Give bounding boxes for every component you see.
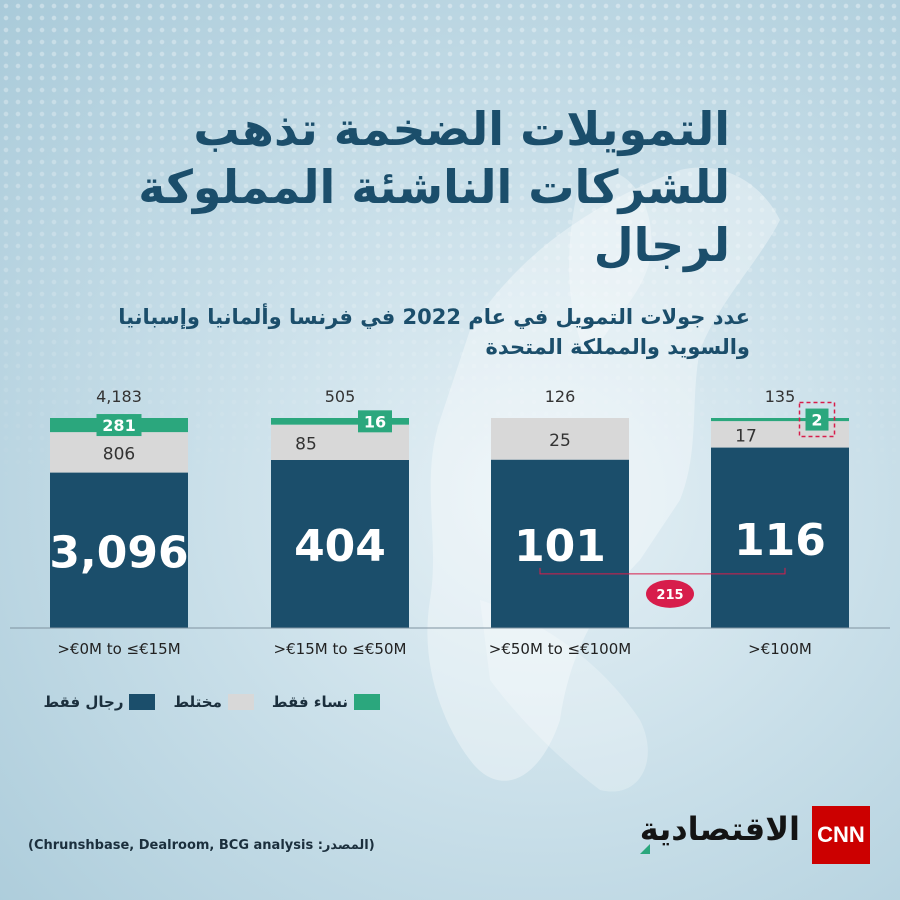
label-women-1: 16 <box>364 412 386 431</box>
legend-swatch-men <box>129 694 156 710</box>
label-total-0: 4,183 <box>96 387 142 406</box>
bar-women-1 <box>271 418 409 425</box>
x-tick-label-2: >€50M to ≤€100M <box>489 640 631 658</box>
cnn-logo-icon: CNN <box>812 806 870 864</box>
label-women-0: 281 <box>102 416 135 435</box>
annotation-label: 215 <box>656 588 683 603</box>
annotation-badge <box>646 579 694 608</box>
label-mixed-0: 806 <box>103 444 135 464</box>
legend-swatch-mixed <box>227 694 254 710</box>
legend-label-mixed: مختلط <box>173 693 222 711</box>
legend-label-men: رجال فقط <box>43 693 124 711</box>
bar-men-2 <box>491 459 629 628</box>
x-tick-label-3: >€100M <box>748 640 812 658</box>
legend-item-women: نساء فقط <box>272 693 380 711</box>
label-mixed-2: 25 <box>549 431 571 451</box>
label-total-1: 505 <box>325 387 356 406</box>
bar-men-3 <box>711 447 849 628</box>
label-men-0: 3,096 <box>49 527 188 578</box>
x-tick-label-0: >€0M to ≤€15M <box>57 640 180 658</box>
label-mixed-1: 85 <box>295 434 317 454</box>
page-title: التمويلات الضخمة تذهب للشركات الناشئة ال… <box>138 102 730 272</box>
annotation-bracket <box>539 567 786 575</box>
bar-women-3 <box>711 418 849 422</box>
x-tick-label-1: >€15M to ≤€50M <box>274 640 407 658</box>
label-total-2: 126 <box>545 387 576 406</box>
label-mixed-3: 17 <box>735 426 757 446</box>
bar-mixed-2 <box>491 418 629 460</box>
legend-swatch-women <box>354 694 380 710</box>
cnn-aleqtisadiya-logo: الاقتصادية CNN <box>640 806 872 864</box>
bar-men-0 <box>50 472 188 628</box>
logo-accent-icon <box>640 844 650 854</box>
legend-label-women: نساء فقط <box>271 693 348 711</box>
label-box-women-1 <box>358 410 392 433</box>
label-men-3: 116 <box>734 515 826 566</box>
bar-men-1 <box>271 460 409 628</box>
legend-item-men: رجال فقط <box>43 693 156 711</box>
logo-text: الاقتصادية <box>639 810 800 848</box>
label-women-3: 2 <box>811 411 822 430</box>
chart-subtitle: عدد جولات التمويل في عام 2022 في فرنسا و… <box>118 305 750 359</box>
legend: نساء فقط مختلط رجال فقط <box>40 690 380 714</box>
source-note: (المصدر: Chrunshbase, Dealroom, BCG anal… <box>28 838 375 853</box>
label-men-2: 101 <box>514 521 606 572</box>
label-box-women-0 <box>96 414 142 437</box>
label-box-women-3 <box>805 408 829 431</box>
legend-item-mixed: مختلط <box>173 693 254 711</box>
bar-mixed-0 <box>50 432 188 473</box>
highlight-women-3 <box>798 401 836 438</box>
label-total-3: 135 <box>765 387 796 406</box>
label-men-1: 404 <box>294 521 386 572</box>
